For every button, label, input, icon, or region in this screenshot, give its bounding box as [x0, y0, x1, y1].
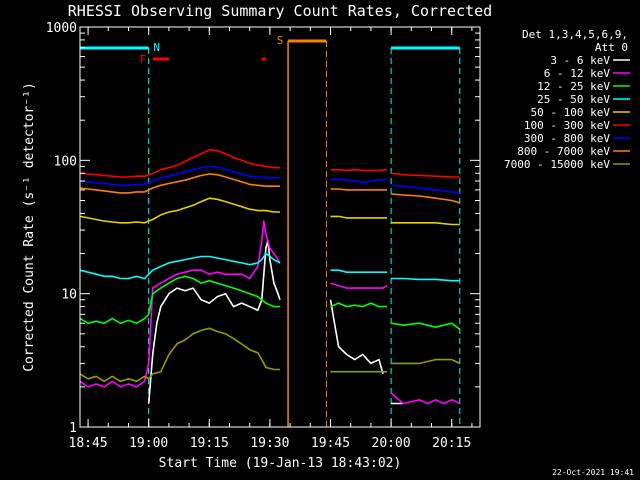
flare-label: F	[139, 53, 146, 66]
legend-entry-label: 100 - 300 keV	[524, 119, 610, 132]
legend-entry-label: 300 - 800 keV	[524, 132, 610, 145]
x-tick-label: 19:00	[129, 436, 168, 451]
date-stamp: 22-Oct-2021 19:41	[552, 468, 634, 477]
y-axis: 1 10 100 1000	[46, 21, 480, 436]
legend-header: Att 0	[595, 41, 628, 54]
x-tick-label: 19:45	[311, 436, 350, 451]
x-tick-label: 18:45	[69, 436, 108, 451]
y-tick-label: 10	[61, 288, 77, 303]
x-tick-label: 19:30	[250, 436, 289, 451]
legend-entry-label: 12 - 25 keV	[537, 80, 610, 93]
legend-entry-label: 800 - 7000 keV	[517, 145, 610, 158]
x-tick-label: 20:00	[372, 436, 411, 451]
series-line	[79, 252, 460, 282]
series-line	[79, 197, 460, 226]
x-axis-label: Start Time (19-Jan-13 18:43:02)	[159, 456, 402, 471]
series-line	[147, 239, 404, 405]
plot-frame	[79, 26, 481, 428]
x-tick-label: 20:15	[432, 436, 471, 451]
series-layer	[79, 149, 461, 405]
legend-entry-label: 6 - 12 keV	[544, 67, 611, 80]
series-line	[79, 149, 460, 178]
legend-entry-label: 3 - 6 keV	[550, 54, 610, 67]
legend-entry-label: 7000 - 15000 keV	[504, 158, 610, 171]
legend-entry-label: 50 - 100 keV	[531, 106, 611, 119]
series-line	[79, 275, 461, 330]
night-label: N	[153, 41, 160, 54]
x-tick-label: 19:15	[190, 436, 229, 451]
series-line	[79, 165, 460, 194]
legend-header: Det 1,3,4,5,6,9,	[522, 28, 628, 41]
x-axis: 18:45 19:00 19:15 19:30 19:45 20:00 20:15	[69, 27, 473, 451]
y-tick-label: 100	[54, 154, 77, 169]
series-line	[79, 327, 461, 383]
y-axis-label: Corrected Count Rate (s⁻¹ detector⁻¹)	[22, 82, 37, 372]
y-tick-label: 1	[69, 421, 77, 436]
legend-entry-label: 25 - 50 keV	[537, 93, 610, 106]
series-line	[79, 173, 461, 204]
saa-label: S	[277, 34, 284, 47]
chart-title: RHESSI Observing Summary Count Rates, Co…	[68, 2, 492, 20]
y-tick-label: 1000	[46, 21, 77, 36]
series-line	[79, 220, 461, 405]
